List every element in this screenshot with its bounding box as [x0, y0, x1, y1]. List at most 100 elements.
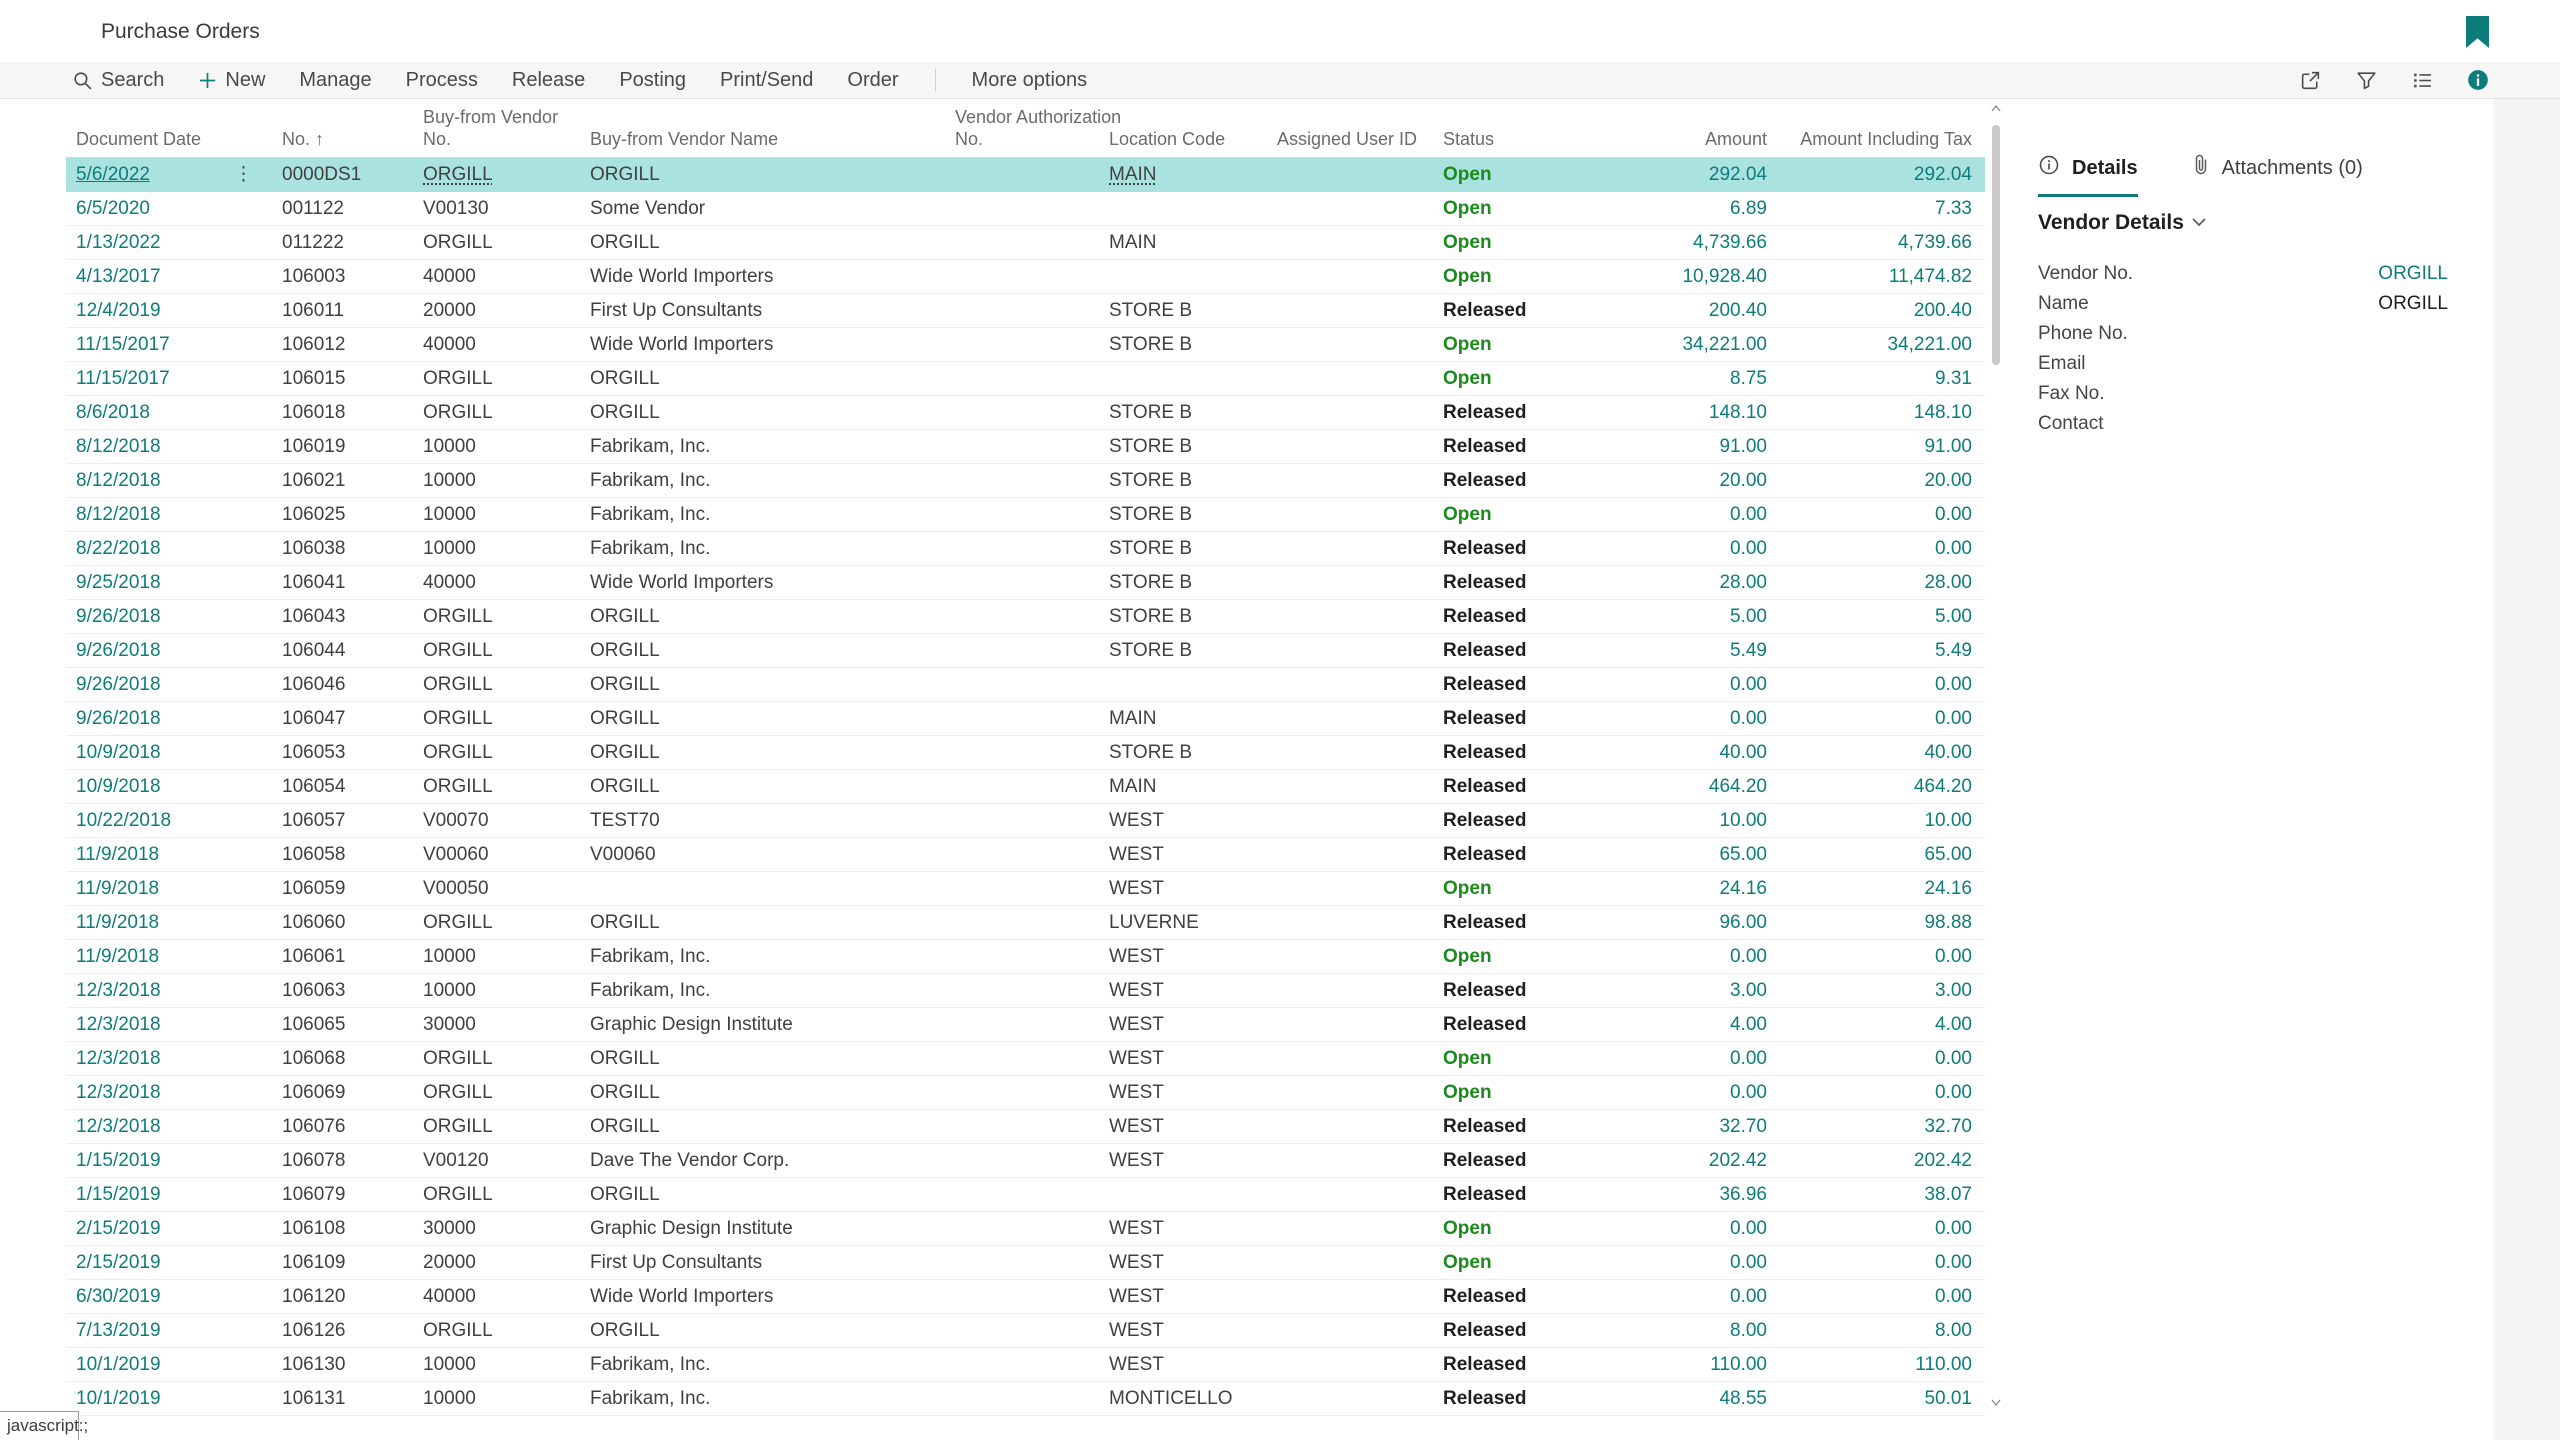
action-release[interactable]: Release [512, 69, 585, 92]
document-date-link[interactable]: 6/30/2019 [76, 1285, 161, 1307]
table-scrollbar[interactable] [1988, 99, 2004, 1420]
document-date-link[interactable]: 1/13/2022 [76, 231, 161, 253]
document-date-link[interactable]: 8/6/2018 [76, 401, 150, 423]
scroll-up-icon[interactable] [1990, 103, 2002, 115]
table-row[interactable]: 1/15/2019 106078 V00120 Dave The Vendor Cor… [66, 1144, 1985, 1178]
info-icon[interactable] [2466, 68, 2490, 92]
table-row[interactable]: 4/13/2017 106003 40000 Wide World Importers… [66, 260, 1985, 294]
document-date-link[interactable]: 11/9/2018 [76, 911, 160, 933]
table-row[interactable]: 10/1/2019 106131 10000 Fabrikam, Inc. MONTIC… [66, 1382, 1985, 1416]
document-date-link[interactable]: 8/12/2018 [76, 503, 161, 525]
document-date-link[interactable]: 2/15/2019 [76, 1251, 161, 1273]
document-date-link[interactable]: 11/15/2017 [76, 333, 170, 355]
document-date-link[interactable]: 1/15/2019 [76, 1183, 161, 1205]
column-header-amount[interactable]: Amount [1630, 128, 1775, 150]
document-date-link[interactable]: 5/6/2022 [76, 163, 150, 185]
action-process[interactable]: Process [406, 69, 478, 92]
table-row[interactable]: 6/30/2019 106120 40000 Wide World Importers… [66, 1280, 1985, 1314]
table-row[interactable]: 9/26/2018 106043 ORGILL ORGILL STORE B Releas… [66, 600, 1985, 634]
table-row[interactable]: 12/3/2018 106069 ORGILL ORGILL WEST Open 0.00 0… [66, 1076, 1985, 1110]
document-date-link[interactable]: 1/15/2019 [76, 1149, 161, 1171]
document-date-link[interactable]: 11/15/2017 [76, 367, 170, 389]
table-row[interactable]: 10/1/2019 106130 10000 Fabrikam, Inc. WEST Re… [66, 1348, 1985, 1382]
column-header-location[interactable]: Location Code [1109, 128, 1277, 150]
document-date-link[interactable]: 11/9/2018 [76, 877, 160, 899]
column-header-assigned[interactable]: Assigned User ID [1277, 128, 1443, 150]
table-row[interactable]: 12/3/2018 106063 10000 Fabrikam, Inc. WEST Re… [66, 974, 1985, 1008]
table-row[interactable]: 11/9/2018 106061 10000 Fabrikam, Inc. WEST Op… [66, 940, 1985, 974]
column-header-amount_incl[interactable]: Amount Including Tax [1775, 128, 1985, 150]
bookmark-icon[interactable] [2466, 16, 2489, 48]
document-date-link[interactable]: 12/4/2019 [76, 299, 161, 321]
table-row[interactable]: 10/9/2018 106054 ORGILL ORGILL MAIN Released 4… [66, 770, 1985, 804]
table-row[interactable]: 12/3/2018 106068 ORGILL ORGILL WEST Open 0.00 0… [66, 1042, 1985, 1076]
document-date-link[interactable]: 6/5/2020 [76, 197, 150, 219]
table-row[interactable]: 1/15/2019 106079 ORGILL ORGILL Released 36.96… [66, 1178, 1985, 1212]
document-date-link[interactable]: 10/9/2018 [76, 741, 161, 763]
table-row[interactable]: 11/15/2017 106015 ORGILL ORGILL Open 8.75 9.31 [66, 362, 1985, 396]
field-value[interactable]: ORGILL [2378, 263, 2448, 284]
table-row[interactable]: 9/26/2018 106046 ORGILL ORGILL Released 0.00 0… [66, 668, 1985, 702]
document-date-link[interactable]: 10/1/2019 [76, 1387, 161, 1409]
document-date-link[interactable]: 10/22/2018 [76, 809, 172, 831]
table-row[interactable]: 11/9/2018 106058 V00060 V00060 WEST Released 6… [66, 838, 1985, 872]
table-row[interactable]: 9/26/2018 106047 ORGILL ORGILL MAIN Released 0… [66, 702, 1985, 736]
table-row[interactable]: 12/3/2018 106065 30000 Graphic Design Insti… [66, 1008, 1985, 1042]
document-date-link[interactable]: 8/22/2018 [76, 537, 161, 559]
table-row[interactable]: 12/3/2018 106076 ORGILL ORGILL WEST Released 3… [66, 1110, 1985, 1144]
list-view-icon[interactable] [2410, 68, 2434, 92]
action-new[interactable]: New [198, 69, 265, 92]
action-more-options[interactable]: More options [971, 68, 1088, 91]
table-row[interactable]: 8/12/2018 106025 10000 Fabrikam, Inc. STORE … [66, 498, 1985, 532]
table-row[interactable]: 2/15/2019 106108 30000 Graphic Design Insti… [66, 1212, 1985, 1246]
document-date-link[interactable]: 4/13/2017 [76, 265, 161, 287]
table-row[interactable]: 8/22/2018 106038 10000 Fabrikam, Inc. STORE … [66, 532, 1985, 566]
row-options-icon[interactable]: ⋮ [234, 163, 253, 185]
table-row[interactable]: 9/25/2018 106041 40000 Wide World Importers… [66, 566, 1985, 600]
table-row[interactable]: 11/15/2017 106012 40000 Wide World Importer… [66, 328, 1985, 362]
table-row[interactable]: 11/9/2018 106059 V00050 WEST Open 24.16 24.16 [66, 872, 1985, 906]
vendor-details-section-header[interactable]: Vendor Details [2038, 211, 2206, 235]
table-row[interactable]: 6/5/2020 001122 V00130 Some Vendor Open 6.89 7… [66, 192, 1985, 226]
document-date-link[interactable]: 8/12/2018 [76, 435, 161, 457]
document-date-link[interactable]: 9/26/2018 [76, 707, 161, 729]
table-row[interactable]: 9/26/2018 106044 ORGILL ORGILL STORE B Releas… [66, 634, 1985, 668]
action-print-send[interactable]: Print/Send [720, 69, 813, 92]
table-row[interactable]: 12/4/2019 106011 20000 First Up Consultants… [66, 294, 1985, 328]
document-date-link[interactable]: 12/3/2018 [76, 1081, 161, 1103]
column-header-vendor_name[interactable]: Buy-from Vendor Name [590, 128, 955, 150]
action-search[interactable]: Search [72, 69, 164, 92]
document-date-link[interactable]: 12/3/2018 [76, 1047, 161, 1069]
document-date-link[interactable]: 9/26/2018 [76, 673, 161, 695]
action-manage[interactable]: Manage [299, 69, 371, 92]
tab-attachments-0[interactable]: Attachments (0) [2192, 154, 2363, 197]
table-row[interactable]: 5/6/2022 ⋮ 0000DS1 ORGILL ORGILL MAIN Open 292.… [66, 158, 1985, 192]
column-header-auth_no[interactable]: Vendor Authorization No. [955, 106, 1121, 150]
table-row[interactable]: 7/13/2019 106126 ORGILL ORGILL WEST Released 8… [66, 1314, 1985, 1348]
table-row[interactable]: 11/9/2018 106060 ORGILL ORGILL LUVERNE Releas… [66, 906, 1985, 940]
document-date-link[interactable]: 9/26/2018 [76, 639, 161, 661]
document-date-link[interactable]: 10/1/2019 [76, 1353, 161, 1375]
filter-icon[interactable] [2354, 68, 2378, 92]
action-posting[interactable]: Posting [619, 69, 686, 92]
tab-details[interactable]: Details [2038, 154, 2138, 197]
table-row[interactable]: 8/6/2018 106018 ORGILL ORGILL STORE B Release… [66, 396, 1985, 430]
document-date-link[interactable]: 12/3/2018 [76, 979, 161, 1001]
document-date-link[interactable]: 9/26/2018 [76, 605, 161, 627]
document-date-link[interactable]: 10/9/2018 [76, 775, 161, 797]
document-date-link[interactable]: 2/15/2019 [76, 1217, 161, 1239]
document-date-link[interactable]: 11/9/2018 [76, 843, 160, 865]
table-row[interactable]: 8/12/2018 106021 10000 Fabrikam, Inc. STORE … [66, 464, 1985, 498]
scroll-down-icon[interactable] [1990, 1396, 2002, 1408]
column-header-status[interactable]: Status [1443, 128, 1630, 150]
document-date-link[interactable]: 9/25/2018 [76, 571, 161, 593]
share-icon[interactable] [2298, 68, 2322, 92]
document-date-link[interactable]: 11/9/2018 [76, 945, 160, 967]
document-date-link[interactable]: 8/12/2018 [76, 469, 161, 491]
table-row[interactable]: 10/9/2018 106053 ORGILL ORGILL STORE B Releas… [66, 736, 1985, 770]
action-order[interactable]: Order [847, 69, 898, 92]
column-header-date[interactable]: Document Date [66, 128, 282, 150]
document-date-link[interactable]: 12/3/2018 [76, 1115, 161, 1137]
table-row[interactable]: 1/13/2022 011222 ORGILL ORGILL MAIN Open 4,739… [66, 226, 1985, 260]
table-row[interactable]: 2/15/2019 106109 20000 First Up Consultants… [66, 1246, 1985, 1280]
